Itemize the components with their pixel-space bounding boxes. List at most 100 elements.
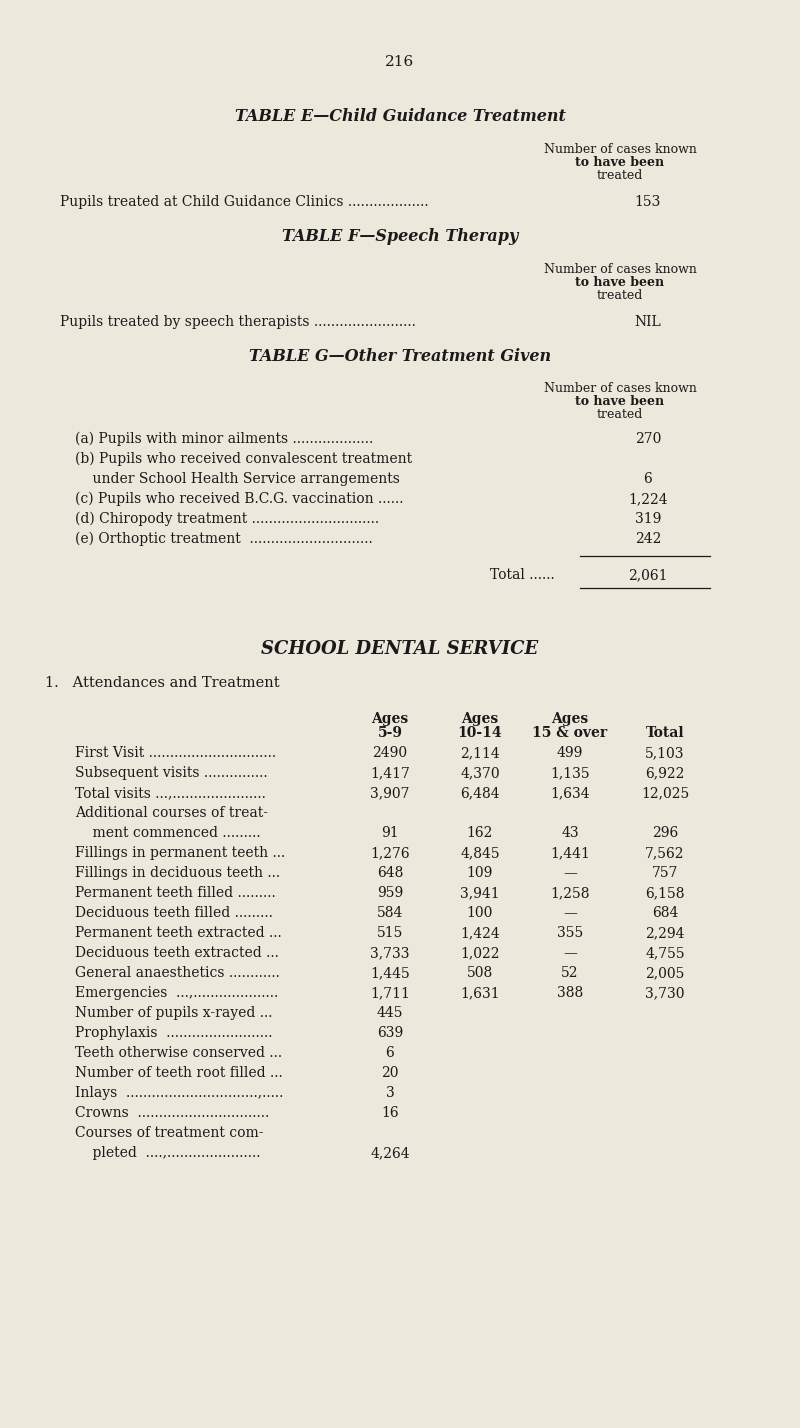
- Text: Courses of treatment com-: Courses of treatment com-: [75, 1127, 263, 1140]
- Text: (a) Pupils with minor ailments ...................: (a) Pupils with minor ailments .........…: [75, 433, 374, 447]
- Text: 2,114: 2,114: [460, 745, 500, 760]
- Text: Ages: Ages: [551, 713, 589, 725]
- Text: 4,845: 4,845: [460, 845, 500, 860]
- Text: 1,634: 1,634: [550, 785, 590, 800]
- Text: to have been: to have been: [575, 396, 665, 408]
- Text: Ages: Ages: [462, 713, 498, 725]
- Text: TABLE E—Child Guidance Treatment: TABLE E—Child Guidance Treatment: [234, 109, 566, 126]
- Text: Subsequent visits ...............: Subsequent visits ...............: [75, 765, 268, 780]
- Text: to have been: to have been: [575, 156, 665, 169]
- Text: 319: 319: [635, 513, 661, 526]
- Text: Total: Total: [646, 725, 684, 740]
- Text: 445: 445: [377, 1005, 403, 1020]
- Text: 296: 296: [652, 825, 678, 840]
- Text: pleted  ....,......................: pleted ....,......................: [75, 1147, 261, 1160]
- Text: 43: 43: [561, 825, 579, 840]
- Text: 20: 20: [382, 1065, 398, 1080]
- Text: SCHOOL DENTAL SERVICE: SCHOOL DENTAL SERVICE: [262, 640, 538, 658]
- Text: Teeth otherwise conserved ...: Teeth otherwise conserved ...: [75, 1045, 282, 1060]
- Text: 10-14: 10-14: [458, 725, 502, 740]
- Text: TABLE G—Other Treatment Given: TABLE G—Other Treatment Given: [249, 348, 551, 366]
- Text: (d) Chiropody treatment ..............................: (d) Chiropody treatment ................…: [75, 513, 379, 527]
- Text: —: —: [563, 905, 577, 920]
- Text: treated: treated: [597, 408, 643, 421]
- Text: 6: 6: [644, 473, 652, 486]
- Text: 4,264: 4,264: [370, 1147, 410, 1160]
- Text: 515: 515: [377, 925, 403, 940]
- Text: Number of teeth root filled ...: Number of teeth root filled ...: [75, 1065, 282, 1080]
- Text: (c) Pupils who received B.C.G. vaccination ......: (c) Pupils who received B.C.G. vaccinati…: [75, 493, 403, 507]
- Text: 1,424: 1,424: [460, 925, 500, 940]
- Text: 6,158: 6,158: [646, 885, 685, 900]
- Text: Permanent teeth filled .........: Permanent teeth filled .........: [75, 885, 276, 900]
- Text: 757: 757: [652, 865, 678, 880]
- Text: 1,441: 1,441: [550, 845, 590, 860]
- Text: 4,755: 4,755: [645, 945, 685, 960]
- Text: Permanent teeth extracted ...: Permanent teeth extracted ...: [75, 925, 282, 940]
- Text: 7,562: 7,562: [646, 845, 685, 860]
- Text: 52: 52: [562, 965, 578, 980]
- Text: —: —: [563, 865, 577, 880]
- Text: 5-9: 5-9: [378, 725, 402, 740]
- Text: Emergencies  ...,....................: Emergencies ...,....................: [75, 985, 278, 1000]
- Text: 4,370: 4,370: [460, 765, 500, 780]
- Text: 162: 162: [467, 825, 493, 840]
- Text: Pupils treated by speech therapists ........................: Pupils treated by speech therapists ....…: [60, 316, 416, 328]
- Text: 242: 242: [635, 533, 661, 545]
- Text: 3,730: 3,730: [646, 985, 685, 1000]
- Text: 639: 639: [377, 1025, 403, 1040]
- Text: 12,025: 12,025: [641, 785, 689, 800]
- Text: 355: 355: [557, 925, 583, 940]
- Text: 1,631: 1,631: [460, 985, 500, 1000]
- Text: Ages: Ages: [371, 713, 409, 725]
- Text: Inlays  ...............................,.....: Inlays ...............................,.…: [75, 1087, 283, 1100]
- Text: Number of cases known: Number of cases known: [543, 263, 697, 276]
- Text: 6,484: 6,484: [460, 785, 500, 800]
- Text: 1,135: 1,135: [550, 765, 590, 780]
- Text: 216: 216: [386, 56, 414, 69]
- Text: 2,005: 2,005: [646, 965, 685, 980]
- Text: 1.   Attendances and Treatment: 1. Attendances and Treatment: [45, 675, 280, 690]
- Text: 3: 3: [386, 1087, 394, 1100]
- Text: 16: 16: [381, 1107, 399, 1120]
- Text: 1,417: 1,417: [370, 765, 410, 780]
- Text: —: —: [563, 945, 577, 960]
- Text: 100: 100: [467, 905, 493, 920]
- Text: 6,922: 6,922: [646, 765, 685, 780]
- Text: General anaesthetics ............: General anaesthetics ............: [75, 965, 280, 980]
- Text: treated: treated: [597, 169, 643, 181]
- Text: 153: 153: [635, 196, 661, 208]
- Text: 3,941: 3,941: [460, 885, 500, 900]
- Text: 15 & over: 15 & over: [533, 725, 607, 740]
- Text: Number of cases known: Number of cases known: [543, 143, 697, 156]
- Text: under School Health Service arrangements: under School Health Service arrangements: [75, 473, 400, 486]
- Text: Additional courses of treat-: Additional courses of treat-: [75, 805, 268, 820]
- Text: 508: 508: [467, 965, 493, 980]
- Text: 1,022: 1,022: [460, 945, 500, 960]
- Text: Number of cases known: Number of cases known: [543, 383, 697, 396]
- Text: (b) Pupils who received convalescent treatment: (b) Pupils who received convalescent tre…: [75, 453, 412, 467]
- Text: 959: 959: [377, 885, 403, 900]
- Text: 584: 584: [377, 905, 403, 920]
- Text: 270: 270: [635, 433, 661, 446]
- Text: 3,733: 3,733: [370, 945, 410, 960]
- Text: 6: 6: [386, 1045, 394, 1060]
- Text: Pupils treated at Child Guidance Clinics ...................: Pupils treated at Child Guidance Clinics…: [60, 196, 429, 208]
- Text: 3,907: 3,907: [370, 785, 410, 800]
- Text: TABLE F—Speech Therapy: TABLE F—Speech Therapy: [282, 228, 518, 246]
- Text: (e) Orthoptic treatment  .............................: (e) Orthoptic treatment ................…: [75, 533, 373, 547]
- Text: 1,711: 1,711: [370, 985, 410, 1000]
- Text: Number of pupils x-rayed ...: Number of pupils x-rayed ...: [75, 1005, 273, 1020]
- Text: 5,103: 5,103: [646, 745, 685, 760]
- Text: 1,276: 1,276: [370, 845, 410, 860]
- Text: 2,294: 2,294: [646, 925, 685, 940]
- Text: Total ......: Total ......: [490, 568, 554, 583]
- Text: 1,445: 1,445: [370, 965, 410, 980]
- Text: First Visit ..............................: First Visit ............................…: [75, 745, 276, 760]
- Text: Crowns  ...............................: Crowns ...............................: [75, 1107, 270, 1120]
- Text: Deciduous teeth extracted ...: Deciduous teeth extracted ...: [75, 945, 279, 960]
- Text: 1,224: 1,224: [628, 493, 668, 506]
- Text: ment commenced .........: ment commenced .........: [75, 825, 261, 840]
- Text: 684: 684: [652, 905, 678, 920]
- Text: Fillings in permanent teeth ...: Fillings in permanent teeth ...: [75, 845, 286, 860]
